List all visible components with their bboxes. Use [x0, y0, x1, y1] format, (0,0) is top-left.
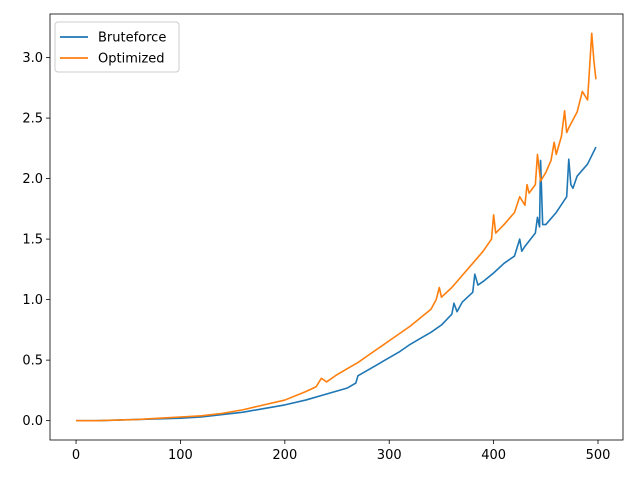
series-line-bruteforce — [76, 146, 597, 422]
y-axis: 0.0 0.5 1.0 1.5 2.0 2.5 3.0 — [22, 51, 50, 429]
y-tick-label: 2.5 — [22, 112, 43, 127]
y-tick-label: 0.0 — [22, 414, 43, 429]
y-tick-label: 3.0 — [22, 51, 43, 66]
series-line-optimized — [76, 32, 597, 422]
legend-box — [54, 21, 180, 73]
y-tick-label: 2.0 — [22, 172, 43, 187]
plot-lines — [76, 32, 597, 422]
legend-label-optimized: Optimized — [98, 52, 165, 67]
x-axis: 0 100 200 300 400 500 — [72, 440, 611, 463]
y-tick-label: 0.5 — [22, 354, 43, 369]
legend-label-bruteforce: Bruteforce — [98, 31, 166, 46]
x-tick-label: 500 — [586, 448, 611, 463]
y-tick-label: 1.5 — [22, 233, 43, 248]
x-tick-label: 400 — [481, 448, 506, 463]
x-tick-label: 0 — [72, 448, 80, 463]
axes-frame — [49, 13, 624, 441]
x-tick-label: 200 — [272, 448, 297, 463]
x-tick-label: 300 — [377, 448, 402, 463]
x-tick-label: 100 — [168, 448, 193, 463]
legend: Bruteforce Optimized — [54, 21, 180, 73]
y-tick-label: 1.0 — [22, 293, 43, 308]
